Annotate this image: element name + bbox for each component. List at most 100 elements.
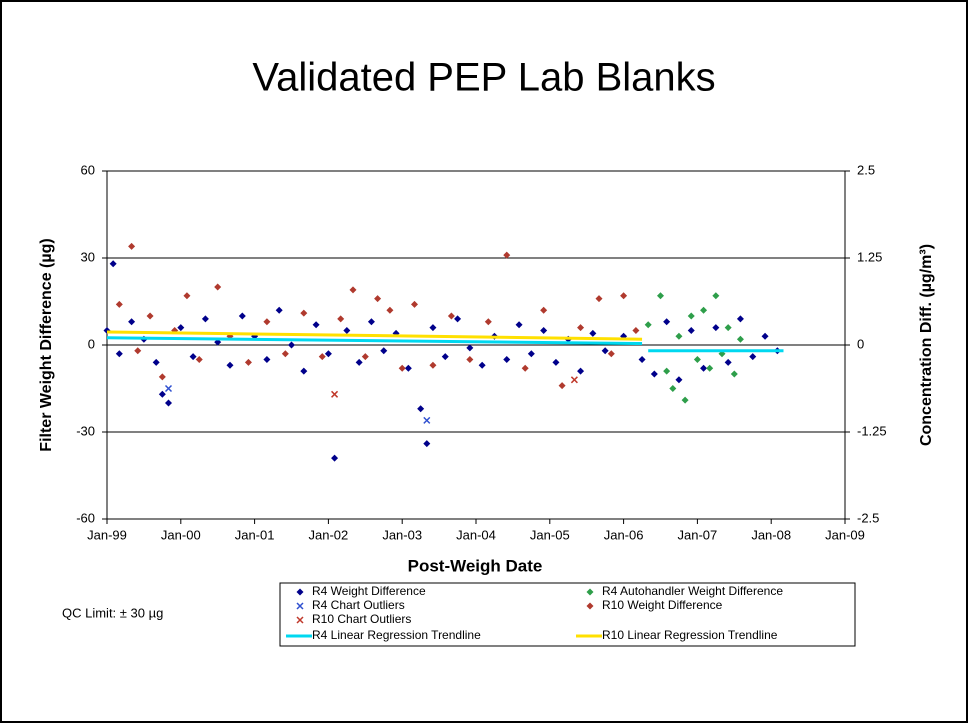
legend-swatch xyxy=(586,588,594,596)
data-point xyxy=(669,385,677,392)
data-point xyxy=(589,329,597,337)
y2-tick-label: 0 xyxy=(857,336,864,351)
data-point xyxy=(417,405,425,413)
data-point xyxy=(109,260,117,268)
data-point xyxy=(577,367,585,375)
data-point xyxy=(638,356,646,363)
data-point xyxy=(374,295,382,303)
data-point xyxy=(675,376,683,384)
data-point xyxy=(503,251,511,259)
data-point xyxy=(595,295,603,303)
data-point xyxy=(300,309,308,317)
data-point xyxy=(675,332,683,340)
data-point xyxy=(515,321,523,329)
x-tick-label: Jan-03 xyxy=(382,527,422,542)
x-axis-label: Post-Weigh Date xyxy=(408,556,543,575)
data-point xyxy=(577,324,585,332)
data-point xyxy=(177,324,185,332)
qc-limit-note: QC Limit: ± 30 µg xyxy=(62,605,163,620)
legend-box xyxy=(279,582,856,647)
y2-tick-label: -1.25 xyxy=(857,423,887,438)
data-point xyxy=(632,327,640,334)
trendline xyxy=(106,336,784,353)
data-point xyxy=(275,306,283,314)
data-point xyxy=(761,332,769,340)
data-point xyxy=(165,399,172,407)
legend-label: R4 Chart Outliers xyxy=(312,598,405,612)
data-point xyxy=(158,390,166,398)
data-point xyxy=(263,356,271,363)
data-point xyxy=(429,324,437,332)
data-point xyxy=(386,306,394,314)
data-point xyxy=(650,370,658,378)
data-point xyxy=(361,353,369,361)
legend-label: R10 Weight Difference xyxy=(602,598,723,612)
data-point xyxy=(441,353,449,361)
data-point xyxy=(146,312,154,320)
x-tick-label: Jan-02 xyxy=(309,527,349,542)
legend-swatch xyxy=(296,588,304,596)
x-tick-label: Jan-09 xyxy=(825,527,865,542)
data-point xyxy=(620,292,628,300)
x-tick-label: Jan-04 xyxy=(456,527,496,542)
data-point xyxy=(331,454,339,462)
data-point xyxy=(570,376,578,384)
data-point xyxy=(712,324,720,332)
y-tick-label: 60 xyxy=(81,162,95,177)
data-point xyxy=(724,324,732,332)
x-tick-label: Jan-01 xyxy=(235,527,275,542)
data-point xyxy=(466,344,474,352)
data-point xyxy=(663,318,671,326)
data-point xyxy=(226,361,234,369)
y2-tick-label: 2.5 xyxy=(857,162,875,177)
data-point xyxy=(201,315,209,323)
data-point xyxy=(281,350,289,358)
data-point xyxy=(552,358,560,366)
data-point xyxy=(355,358,363,366)
x-tick-label: Jan-07 xyxy=(678,527,718,542)
data-point xyxy=(558,382,566,390)
data-point xyxy=(318,353,326,361)
data-point xyxy=(158,373,166,381)
data-point xyxy=(288,341,295,349)
data-point xyxy=(312,321,320,329)
data-point xyxy=(521,364,529,372)
legend-label: R10 Chart Outliers xyxy=(312,612,411,626)
y-tick-label: 0 xyxy=(88,336,95,351)
data-point xyxy=(478,361,486,369)
data-point xyxy=(681,396,689,404)
legend-swatch xyxy=(586,602,594,610)
data-point xyxy=(411,300,418,308)
data-point xyxy=(724,358,732,366)
chart-title: Validated PEP Lab Blanks xyxy=(252,56,715,100)
data-point xyxy=(337,315,345,323)
legend-label: R4 Linear Regression Trendline xyxy=(312,628,481,642)
data-point xyxy=(693,356,701,363)
x-tick-label: Jan-00 xyxy=(161,527,201,542)
y2-tick-label: 1.25 xyxy=(857,249,882,264)
data-point xyxy=(454,315,462,323)
data-point xyxy=(466,356,474,363)
y-tick-label: -30 xyxy=(76,423,95,438)
data-point xyxy=(663,367,671,375)
data-point xyxy=(712,292,720,300)
data-point xyxy=(263,318,271,326)
data-point xyxy=(749,353,757,361)
data-point xyxy=(700,364,708,372)
data-point xyxy=(183,292,191,300)
data-point xyxy=(730,370,738,378)
data-point xyxy=(115,350,123,358)
data-point xyxy=(331,390,339,398)
data-point xyxy=(404,364,412,372)
y-tick-label: 30 xyxy=(81,249,95,264)
data-point xyxy=(343,327,351,334)
data-point xyxy=(700,306,708,314)
data-point xyxy=(687,327,695,334)
data-point xyxy=(398,364,406,372)
data-point xyxy=(736,315,744,323)
data-point xyxy=(214,283,222,291)
data-point xyxy=(706,364,714,372)
data-point xyxy=(423,440,431,448)
legend-swatch xyxy=(296,602,304,610)
